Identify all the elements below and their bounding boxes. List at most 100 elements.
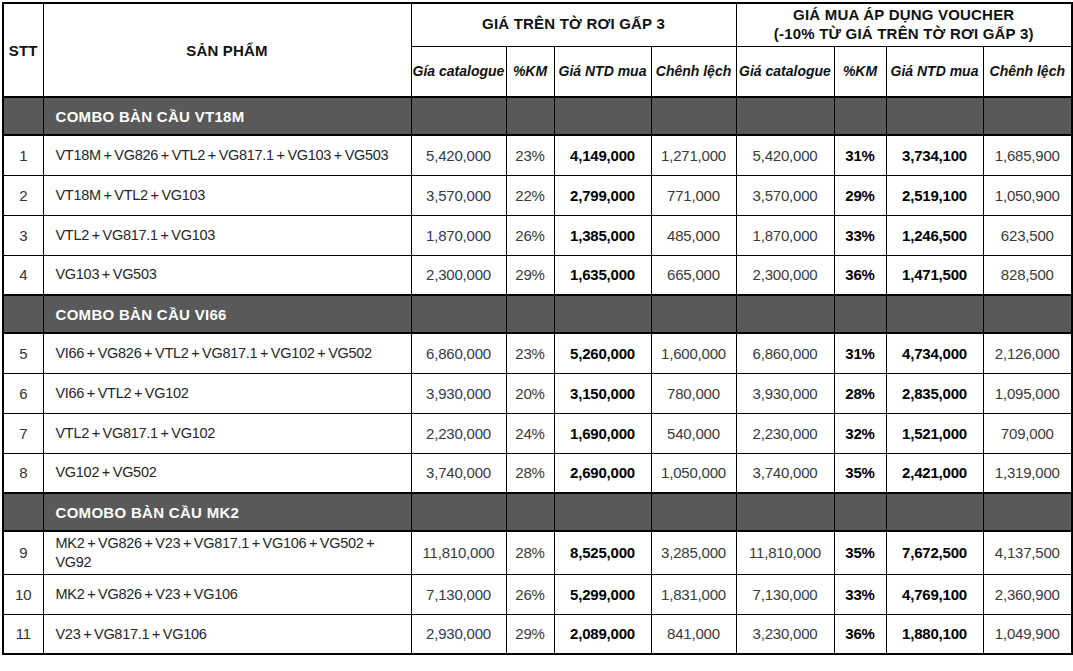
cell-flyer-km: 29% — [506, 255, 554, 295]
cell-flyer-ntd: 1,385,000 — [554, 215, 651, 255]
cell-flyer-chenh: 1,271,000 — [651, 135, 736, 175]
combo-price-table: STT SẢN PHẨM GIÁ TRÊN TỜ RƠI GẤP 3 GIÁ M… — [2, 2, 1073, 655]
cell-flyer-km: 20% — [506, 373, 554, 413]
table-row: 11V23 + VG817.1 + VG1062,930,00029%2,089… — [3, 614, 1072, 654]
cell-voucher-chenh: 2,126,000 — [983, 333, 1072, 373]
header-flyer-catalogue: Gía catalogue — [411, 46, 506, 97]
cell-product: VI66 + VTL2 + VG102 — [43, 373, 411, 413]
cell-flyer-km: 26% — [506, 215, 554, 255]
cell-product: VT18M + VTL2 + VG103 — [43, 175, 411, 215]
cell-product: VI66 + VG826 + VTL2 + VG817.1 + VG102 + … — [43, 333, 411, 373]
cell-flyer-chenh: 540,000 — [651, 413, 736, 453]
cell-voucher-ntd: 1,471,500 — [886, 255, 983, 295]
section-cell — [506, 97, 554, 135]
cell-voucher-chenh: 1,049,900 — [983, 614, 1072, 654]
cell-flyer-ntd: 3,150,000 — [554, 373, 651, 413]
header-flyer-ntd: Giá NTD mua — [554, 46, 651, 97]
section-row: COMBO BÀN CẦU VI66 — [3, 295, 1072, 333]
header-group-flyer: GIÁ TRÊN TỜ RƠI GẤP 3 — [411, 3, 736, 46]
cell-flyer-ntd: 5,299,000 — [554, 574, 651, 614]
cell-voucher-ntd: 2,519,100 — [886, 175, 983, 215]
header-group-voucher-line2: (-10% TỪ GIÁ TRÊN TỜ RƠI GẤP 3) — [737, 25, 1072, 44]
cell-flyer-chenh: 3,285,000 — [651, 531, 736, 574]
cell-flyer-chenh: 665,000 — [651, 255, 736, 295]
table-row: 4VG103 + VG5032,300,00029%1,635,000665,0… — [3, 255, 1072, 295]
cell-stt: 9 — [3, 531, 43, 574]
header-flyer-chenh: Chênh lệch — [651, 46, 736, 97]
table-row: 2VT18M + VTL2 + VG103 3,570,000 22%2,799,0… — [3, 175, 1072, 215]
cell-flyer-ntd: 2,799,000 — [554, 175, 651, 215]
section-cell — [506, 295, 554, 333]
table-body: COMBO BÀN CẦU VT18M1VT18M + VG826 + VTL2… — [3, 97, 1072, 654]
cell-voucher-ntd: 1,246,500 — [886, 215, 983, 255]
section-cell — [736, 295, 834, 333]
cell-flyer-km: 29% — [506, 614, 554, 654]
table-row: 7VTL2 + VG817.1 + VG1022,230,00024%1,690… — [3, 413, 1072, 453]
section-cell — [651, 295, 736, 333]
cell-voucher-chenh: 623,500 — [983, 215, 1072, 255]
cell-voucher-catalogue: 2,300,000 — [736, 255, 834, 295]
section-cell — [834, 97, 886, 135]
section-cell-stt — [3, 295, 43, 333]
section-cell — [886, 97, 983, 135]
cell-voucher-ntd: 2,421,000 — [886, 453, 983, 493]
cell-voucher-ntd: 4,769,100 — [886, 574, 983, 614]
cell-stt: 6 — [3, 373, 43, 413]
table-row: 8VG102 + VG5023,740,00028%2,690,0001,050… — [3, 453, 1072, 493]
section-row: COMOBO BÀN CẦU MK2 — [3, 493, 1072, 531]
section-title: COMBO BÀN CẦU VI66 — [43, 295, 411, 333]
section-cell — [554, 97, 651, 135]
cell-voucher-catalogue: 3,230,000 — [736, 614, 834, 654]
section-cell-stt — [3, 97, 43, 135]
cell-voucher-km: 36% — [834, 614, 886, 654]
cell-flyer-catalogue: 2,930,000 — [411, 614, 506, 654]
cell-voucher-km: 35% — [834, 531, 886, 574]
cell-voucher-catalogue: 6,860,000 — [736, 333, 834, 373]
cell-voucher-ntd: 2,835,000 — [886, 373, 983, 413]
cell-voucher-km: 35% — [834, 453, 886, 493]
cell-flyer-km: 28% — [506, 453, 554, 493]
section-cell — [983, 97, 1072, 135]
section-cell — [983, 295, 1072, 333]
cell-product: VG103 + VG503 — [43, 255, 411, 295]
cell-voucher-ntd: 1,880,100 — [886, 614, 983, 654]
cell-flyer-ntd: 1,635,000 — [554, 255, 651, 295]
header-product: SẢN PHẨM — [43, 3, 411, 97]
cell-voucher-catalogue: 1,870,000 — [736, 215, 834, 255]
header-group-voucher-line1: GIÁ MUA ÁP DỤNG VOUCHER — [737, 6, 1072, 25]
section-title: COMOBO BÀN CẦU MK2 — [43, 493, 411, 531]
section-row: COMBO BÀN CẦU VT18M — [3, 97, 1072, 135]
cell-flyer-catalogue: 6,860,000 — [411, 333, 506, 373]
section-cell — [736, 97, 834, 135]
cell-voucher-catalogue: 7,130,000 — [736, 574, 834, 614]
cell-voucher-chenh: 2,360,900 — [983, 574, 1072, 614]
cell-flyer-catalogue: 2,300,000 — [411, 255, 506, 295]
cell-voucher-catalogue: 5,420,000 — [736, 135, 834, 175]
section-cell — [651, 493, 736, 531]
cell-voucher-chenh: 1,095,000 — [983, 373, 1072, 413]
cell-flyer-catalogue: 3,930,000 — [411, 373, 506, 413]
cell-voucher-ntd: 4,734,000 — [886, 333, 983, 373]
cell-flyer-ntd: 5,260,000 — [554, 333, 651, 373]
header-flyer-km: %KM — [506, 46, 554, 97]
cell-voucher-km: 36% — [834, 255, 886, 295]
cell-voucher-catalogue: 3,570,000 — [736, 175, 834, 215]
cell-flyer-km: 22% — [506, 175, 554, 215]
cell-voucher-km: 31% — [834, 333, 886, 373]
header-voucher-ntd: Giá NTD mua — [886, 46, 983, 97]
cell-voucher-chenh: 4,137,500 — [983, 531, 1072, 574]
cell-flyer-chenh: 780,000 — [651, 373, 736, 413]
cell-product: MK2 + VG826 + V23 + VG817.1 + VG106 + VG… — [43, 531, 411, 574]
table-row: 9MK2 + VG826 + V23 + VG817.1 + VG106 + V… — [3, 531, 1072, 574]
header-voucher-km: %KM — [834, 46, 886, 97]
section-cell — [834, 493, 886, 531]
cell-stt: 7 — [3, 413, 43, 453]
cell-stt: 1 — [3, 135, 43, 175]
cell-flyer-ntd: 4,149,000 — [554, 135, 651, 175]
section-title: COMBO BÀN CẦU VT18M — [43, 97, 411, 135]
cell-stt: 2 — [3, 175, 43, 215]
cell-stt: 11 — [3, 614, 43, 654]
cell-voucher-chenh: 1,319,000 — [983, 453, 1072, 493]
section-cell — [554, 295, 651, 333]
cell-product: VTL2 + VG817.1 + VG102 — [43, 413, 411, 453]
